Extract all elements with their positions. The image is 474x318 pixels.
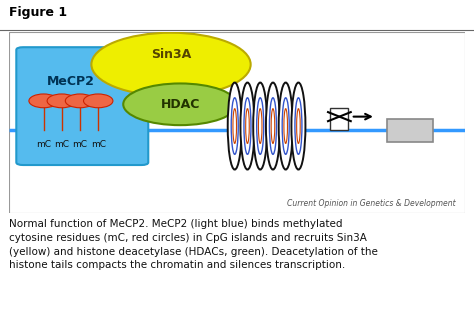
Text: Figure 1: Figure 1 xyxy=(9,6,68,19)
Ellipse shape xyxy=(29,94,58,108)
FancyBboxPatch shape xyxy=(16,47,148,165)
Text: mC: mC xyxy=(55,140,69,149)
Ellipse shape xyxy=(228,83,242,169)
Ellipse shape xyxy=(47,94,76,108)
Ellipse shape xyxy=(266,83,280,169)
Text: Sin3A: Sin3A xyxy=(151,48,191,61)
Ellipse shape xyxy=(83,94,113,108)
Ellipse shape xyxy=(65,94,95,108)
Ellipse shape xyxy=(91,33,251,96)
Bar xyxy=(330,108,348,130)
Text: mC: mC xyxy=(73,140,88,149)
Text: mC: mC xyxy=(91,140,106,149)
FancyBboxPatch shape xyxy=(9,32,465,213)
Bar xyxy=(387,119,433,142)
Text: Current Opinion in Genetics & Development: Current Opinion in Genetics & Developmen… xyxy=(287,199,456,208)
Ellipse shape xyxy=(253,83,267,169)
Ellipse shape xyxy=(292,83,305,169)
Text: HDAC: HDAC xyxy=(160,98,200,111)
Ellipse shape xyxy=(123,83,237,125)
Text: mC: mC xyxy=(36,140,51,149)
Ellipse shape xyxy=(279,83,293,169)
Ellipse shape xyxy=(240,83,255,169)
Text: MeCP2: MeCP2 xyxy=(46,75,94,88)
Text: Normal function of MeCP2. MeCP2 (light blue) binds methylated
cytosine residues : Normal function of MeCP2. MeCP2 (light b… xyxy=(9,219,378,270)
